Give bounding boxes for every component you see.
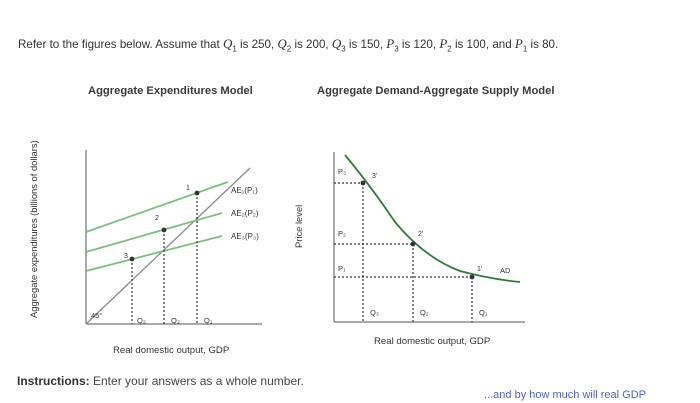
problem-prefix: Refer to the figures below. Assume that xyxy=(18,38,223,51)
ad-curve-label: AD xyxy=(500,266,511,275)
adas-point-label-2: 2' xyxy=(418,231,423,238)
adas-tick-q2: Q₂ xyxy=(420,308,429,317)
point-label-2: 2 xyxy=(155,215,159,222)
p1-symbol: P xyxy=(514,36,523,51)
problem-statement: Refer to the figures below. Assume that … xyxy=(18,36,558,53)
adas-model-title: Aggregate Demand-Aggregate Supply Model xyxy=(317,85,555,97)
instructions-text: Enter your answers as a whole number. xyxy=(89,374,304,388)
ae-xlabel: Real domestic output, GDP xyxy=(113,345,230,356)
q2-symbol: Q xyxy=(277,36,287,51)
ae1-line xyxy=(85,183,223,233)
adas-xlabel: Real domestic output, GDP xyxy=(374,336,491,347)
ae3-label: AE₃(P₃) xyxy=(231,232,259,241)
price-label-p3: P₃ xyxy=(338,167,346,176)
p2-text: is 100, and xyxy=(451,38,515,51)
p3-symbol: P xyxy=(386,36,395,51)
adas-point-label-1: 1' xyxy=(477,266,482,273)
point-label-3: 3 xyxy=(124,253,128,260)
forty-five-label: 45° xyxy=(91,311,102,320)
adas-tick-q3: Q₃ xyxy=(370,308,379,317)
ae1-line-tail xyxy=(221,181,229,185)
adas-point-label-3: 3' xyxy=(372,173,377,180)
ae3-line xyxy=(85,235,223,272)
ae-tick-q3: Q₃ xyxy=(137,316,146,325)
equilibrium-point-2 xyxy=(161,227,167,233)
q2-sub: 2 xyxy=(286,44,292,54)
q1-sub: 1 xyxy=(232,44,237,54)
p1-text: is 80. xyxy=(527,38,559,51)
price-label-p1: P₁ xyxy=(338,264,346,273)
ae-tick-q2: Q₂ xyxy=(171,316,180,325)
adas-point-3 xyxy=(360,180,366,186)
p3-text: is 120, xyxy=(398,38,440,51)
adas-point-2 xyxy=(410,241,416,247)
equilibrium-point-3 xyxy=(129,256,135,262)
q3-sub: 3 xyxy=(341,44,346,54)
point-label-1: 1 xyxy=(186,185,190,192)
p2-symbol: P xyxy=(439,36,448,51)
adas-tick-q1: Q₁ xyxy=(479,308,488,317)
ae2-label: AE₂(P₂) xyxy=(231,209,259,218)
partial-question-text: ...and by how much will real GDP xyxy=(484,389,647,401)
adas-point-1 xyxy=(469,274,475,280)
ae1-label: AE₁(P₁) xyxy=(231,186,258,195)
ae2-line xyxy=(85,212,223,253)
q3-text: is 150, xyxy=(345,38,387,51)
ae-model-title: Aggregate Expenditures Model xyxy=(88,85,253,97)
q1-symbol: Q xyxy=(222,36,233,51)
q3-symbol: Q xyxy=(331,36,342,51)
ad-curve xyxy=(344,154,521,283)
instructions: Instructions: Enter your answers as a wh… xyxy=(17,374,304,388)
q2-text: is 200, xyxy=(291,38,332,51)
ae-tick-q1: Q₁ xyxy=(204,316,213,325)
p1-sub: 1 xyxy=(522,44,528,54)
p2-sub: 2 xyxy=(447,44,452,54)
price-label-p2: P₂ xyxy=(338,229,346,238)
equilibrium-point-1 xyxy=(194,190,200,196)
forty-five-degree-line xyxy=(85,167,251,325)
instructions-label: Instructions: xyxy=(17,374,90,388)
p3-sub: 3 xyxy=(394,44,399,54)
q1-text: is 250, xyxy=(236,38,278,51)
